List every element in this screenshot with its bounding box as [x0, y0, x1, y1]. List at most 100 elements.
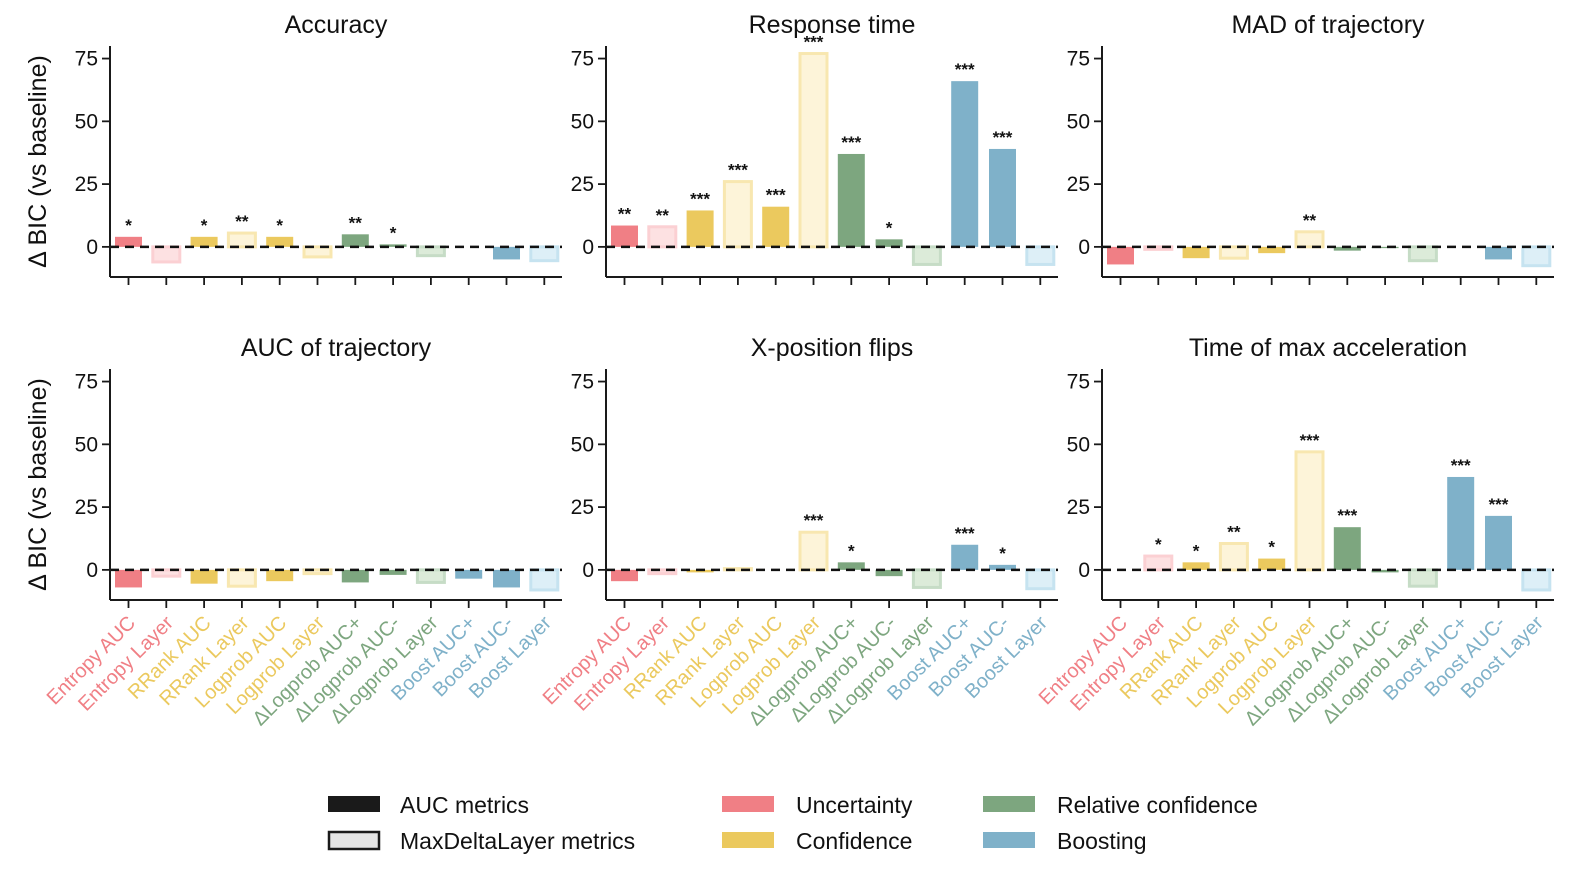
y-tick-label: 0	[1078, 559, 1090, 582]
bar-boost-layer	[529, 245, 560, 263]
bar-entropy-layer	[647, 568, 678, 576]
bar-delta-logprob-auc	[875, 239, 903, 247]
y-tick-label: 75	[1067, 48, 1090, 71]
bar-delta-logprob-auc	[379, 244, 407, 247]
bar-boost-auc	[1485, 515, 1512, 570]
legend-label-boosting: Boosting	[1057, 828, 1147, 854]
bar-boost-layer	[1025, 568, 1056, 591]
legend-swatch-confidence	[722, 832, 774, 848]
bar-logprob-layer	[798, 52, 829, 249]
y-tick-label: 0	[86, 559, 98, 582]
panel-auc-of-trajectory: AUC of trajectory Δ BIC (vs baseline) 0 25 5…	[24, 334, 562, 730]
significance-label: ***	[766, 186, 786, 205]
significance-label: ***	[690, 189, 710, 208]
significance-label: **	[618, 205, 632, 224]
bar-boost-auc-plus	[951, 544, 979, 570]
significance-label: ***	[1451, 456, 1471, 475]
y-tick-label: 0	[582, 236, 594, 259]
y-tick-label: 75	[75, 371, 98, 394]
y-tick-label: 50	[571, 110, 594, 133]
bar-boost-auc-plus	[455, 569, 483, 579]
bar-entropy-layer	[151, 245, 182, 264]
significance-label: *	[1155, 535, 1162, 554]
bar-entropy-layer	[151, 568, 182, 578]
bar-delta-logprob-auc-plus	[837, 153, 865, 247]
bar-rrank-layer	[722, 567, 753, 572]
legend-swatch-layer	[327, 830, 381, 851]
bar-rrank-layer	[1218, 542, 1249, 572]
bar-rrank-auc	[686, 569, 714, 573]
panel-title: AUC of trajectory	[241, 334, 432, 362]
bar-delta-logprob-auc-plus	[341, 234, 369, 247]
bar-logprob-auc	[266, 569, 294, 582]
bar-boost-layer	[1521, 568, 1552, 592]
legend-label-auc: AUC metrics	[400, 792, 529, 818]
legend-label-confidence: Confidence	[796, 828, 912, 854]
legend-label-relative-confidence: Relative confidence	[1057, 792, 1258, 818]
bar-boost-auc-plus	[951, 81, 979, 247]
bar-rrank-auc	[686, 210, 714, 247]
panel-title: Response time	[749, 11, 916, 39]
bar-delta-logprob-auc-plus	[341, 569, 369, 583]
significance-label: **	[1227, 523, 1241, 542]
bar-entropy-layer	[1143, 554, 1174, 572]
bar-logprob-layer	[302, 568, 333, 576]
bar-entropy-layer	[1143, 245, 1174, 251]
y-tick-label: 25	[75, 173, 98, 196]
bar-boost-auc	[1485, 246, 1512, 260]
bar-boost-auc-plus	[1447, 476, 1475, 570]
y-tick-label: 75	[1067, 371, 1090, 394]
bar-logprob-layer	[1294, 230, 1325, 249]
significance-label: **	[235, 212, 249, 231]
significance-label: *	[1268, 538, 1275, 557]
y-tick-label: 50	[571, 433, 594, 456]
y-tick-label: 50	[75, 110, 98, 133]
bar-delta-logprob-layer	[415, 568, 446, 584]
bar-rrank-layer	[226, 568, 257, 588]
y-tick-label: 25	[571, 173, 594, 196]
y-axis-label: Δ BIC (vs baseline)	[24, 55, 52, 268]
y-tick-label: 25	[1067, 173, 1090, 196]
bar-entropy-auc	[115, 569, 142, 588]
y-tick-label: 75	[75, 48, 98, 71]
bar-rrank-layer	[1218, 245, 1249, 260]
y-tick-label: 0	[86, 236, 98, 259]
legend-swatch-auc	[328, 796, 380, 812]
significance-label: ***	[955, 524, 975, 543]
bar-rrank-auc	[1182, 246, 1210, 259]
bar-delta-logprob-auc-plus	[837, 562, 865, 570]
y-axis-label: Δ BIC (vs baseline)	[24, 378, 52, 591]
significance-label: **	[656, 206, 670, 225]
significance-label: ***	[804, 511, 824, 530]
bar-logprob-auc	[266, 236, 294, 247]
bar-boost-layer	[529, 568, 560, 592]
significance-label: ***	[993, 128, 1013, 147]
bar-boost-auc	[493, 246, 520, 260]
legend-label-layer: MaxDeltaLayer metrics	[400, 828, 635, 854]
bar-logprob-auc	[1258, 558, 1286, 570]
legend-swatch-boosting	[983, 832, 1035, 848]
y-tick-label: 50	[1067, 110, 1090, 133]
significance-label: **	[349, 213, 363, 232]
bar-delta-logprob-auc-plus	[1333, 527, 1361, 570]
significance-label: *	[276, 216, 283, 235]
significance-label: *	[848, 541, 855, 560]
bar-entropy-auc	[115, 236, 142, 247]
bar-boost-auc	[493, 569, 520, 588]
y-tick-label: 0	[1078, 236, 1090, 259]
y-tick-label: 50	[75, 433, 98, 456]
panel-title: MAD of trajectory	[1231, 11, 1425, 39]
bar-entropy-auc	[611, 225, 638, 247]
significance-label: ***	[955, 60, 975, 79]
bar-logprob-auc	[1258, 246, 1286, 254]
bar-boost-auc	[989, 148, 1016, 247]
bar-rrank-auc	[1182, 562, 1210, 570]
significance-label: ***	[1300, 431, 1320, 450]
significance-label: ***	[728, 161, 748, 180]
bar-delta-logprob-layer	[415, 245, 446, 258]
significance-label: ***	[841, 133, 861, 152]
